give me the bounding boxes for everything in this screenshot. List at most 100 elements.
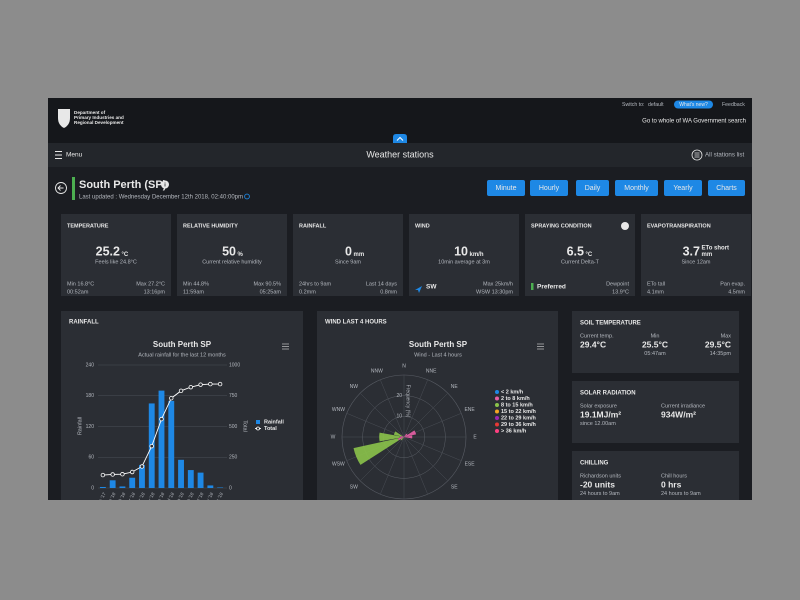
direction-label: NW: [350, 384, 359, 390]
stat-value: 25.5°C: [642, 339, 668, 349]
legend-label: Total: [264, 426, 277, 432]
period-button-label[interactable]: Daily: [585, 185, 601, 192]
list-icon[interactable]: [691, 149, 703, 161]
stat-note: since 12.00am: [580, 421, 616, 427]
card-caption: 10min average at 3m: [438, 259, 490, 265]
stat-label: Richardson units: [580, 473, 621, 479]
period-button-label[interactable]: Minute: [495, 185, 516, 192]
period-button-label[interactable]: Hourly: [539, 185, 560, 192]
card-unit: %: [238, 252, 244, 258]
r-axis-title: Frequency (%): [405, 385, 411, 418]
feedback-link[interactable]: Feedback: [722, 102, 745, 108]
card-caption: Since 12am: [681, 259, 710, 265]
card-right-stat: Dewpoint: [606, 281, 629, 287]
chart-menu-icon[interactable]: [537, 343, 544, 350]
card-left-stat: 0.2mm: [299, 289, 316, 295]
polar-spoke: [403, 436, 449, 482]
panel-title: WIND LAST 4 HOURS: [325, 320, 387, 326]
status-bar: [72, 177, 75, 200]
wind-segment: [404, 430, 417, 437]
stat-note: 24 hours to 9am: [661, 491, 701, 497]
period-button-label[interactable]: Yearly: [673, 185, 693, 192]
back-arrow: [57, 185, 64, 191]
card-right-stat: WSW 13:30pm: [476, 289, 513, 295]
info-glyph: i: [164, 182, 166, 188]
rain-bar: [109, 480, 116, 488]
menu-icon[interactable]: [55, 151, 62, 159]
legend-swatch: [495, 429, 499, 433]
period-button[interactable]: [664, 180, 702, 196]
direction-label: WNW: [332, 407, 345, 413]
wind-segment: [399, 436, 404, 438]
stat-value: 29.4°C: [580, 339, 606, 349]
stat-label: Chill hours: [661, 473, 687, 479]
card-left-stat: 00:52am: [67, 289, 89, 295]
wind-segment: [353, 438, 399, 465]
wind-segment: [401, 435, 404, 437]
department-line: Department of: [74, 110, 106, 115]
legend-swatch: [495, 422, 499, 427]
card-title: RELATIVE HUMIDITY: [183, 223, 238, 229]
card-left-stat: 4.1mm: [647, 289, 664, 295]
side-panel-title: SOIL TEMPERATURE: [580, 321, 641, 327]
chart-menu-icon[interactable]: [282, 343, 289, 350]
menu-label[interactable]: Menu: [66, 152, 83, 159]
card-right-stat: 4.5mm: [728, 289, 745, 295]
y-tick-label: 60: [88, 455, 94, 461]
y-axis-title: Rainfall: [77, 417, 83, 435]
legend-swatch: [495, 403, 499, 407]
period-button-label[interactable]: Monthly: [624, 185, 649, 192]
switch-value[interactable]: default: [648, 102, 664, 108]
chart-panel: [317, 311, 558, 500]
rain-bar: [217, 487, 224, 488]
card-value: 10: [454, 244, 468, 258]
period-button[interactable]: [708, 180, 745, 196]
legend-label: < 2 km/h: [501, 389, 524, 395]
x-tick-label: Oct '18: [193, 491, 205, 506]
period-button[interactable]: [576, 180, 609, 196]
total-point: [217, 381, 223, 387]
x-tick-label: Aug '18: [173, 491, 185, 507]
card-caption: Feels like 24.8°C: [95, 259, 137, 265]
direction-label: SE: [451, 485, 458, 491]
refresh-icon[interactable]: [244, 193, 250, 200]
y2-tick-label: 0: [229, 485, 232, 491]
period-button[interactable]: [530, 180, 568, 196]
legend-label: > 36 km/h: [501, 428, 527, 434]
rain-bar: [187, 470, 194, 488]
app-window: Department of Primary Industries and Reg…: [48, 98, 752, 507]
info-icon[interactable]: [161, 180, 169, 189]
direction-label: SSW: [371, 500, 383, 506]
card-left-stat: Min 16.8°C: [67, 281, 94, 287]
direction-label: NNE: [426, 369, 437, 375]
period-button-label[interactable]: Charts: [716, 185, 737, 192]
total-point: [139, 464, 145, 469]
legend-swatch: [495, 416, 499, 420]
search-link[interactable]: Go to whole of WA Government search: [642, 119, 746, 125]
period-button[interactable]: [615, 180, 658, 196]
stations-list-link[interactable]: All stations list: [705, 152, 744, 159]
whats-new[interactable]: What's new?: [679, 102, 708, 108]
direction-label: SSE: [426, 500, 437, 506]
polar-spoke: [403, 392, 449, 438]
department-line: Regional Development: [74, 120, 124, 125]
last-updated: Last updated : Wednesday December 12th 2…: [79, 195, 243, 201]
info-icon[interactable]: [621, 222, 629, 230]
collapse-tab[interactable]: [393, 134, 407, 143]
period-button[interactable]: [487, 180, 525, 196]
polar-spoke: [359, 436, 405, 482]
r-tick-label: 10: [396, 414, 402, 420]
back-button[interactable]: [55, 182, 67, 194]
side-panel: [572, 311, 739, 373]
r-tick-label: 20: [396, 393, 402, 399]
y2-tick-label: 500: [229, 424, 238, 430]
card-unit: mm: [702, 252, 713, 258]
direction-label: E: [473, 434, 477, 440]
x-tick-label: Dec '17: [95, 491, 107, 507]
summary-card: [641, 214, 751, 296]
x-tick-label: Feb '18: [115, 491, 127, 507]
panel-title: RAINFALL: [69, 320, 99, 326]
card-title: SPRAYING CONDITION: [531, 223, 592, 229]
whats-new-pill[interactable]: [674, 100, 713, 109]
